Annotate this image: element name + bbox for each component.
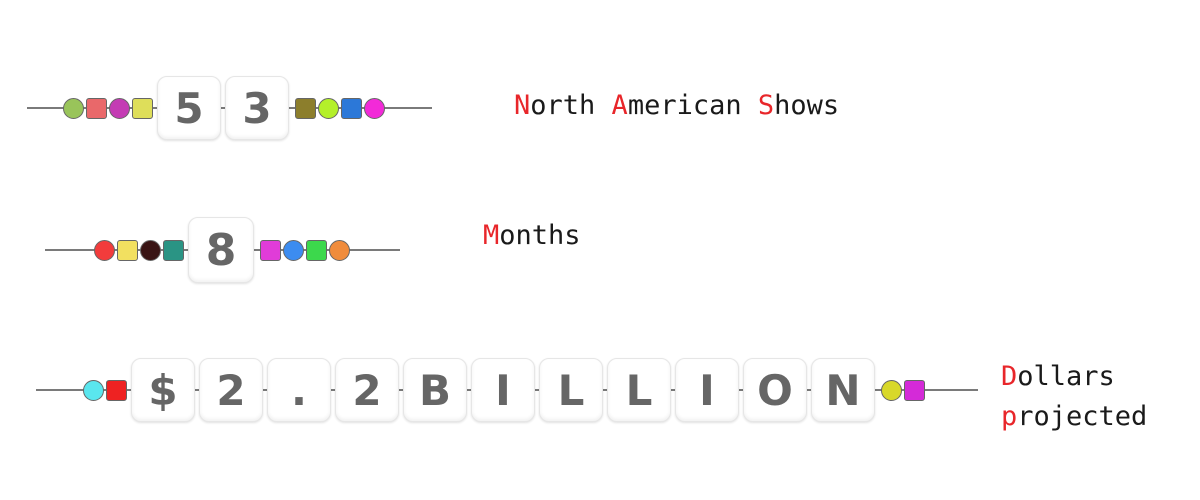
- right-bead-circle: [318, 97, 339, 119]
- label-text: orth: [530, 90, 612, 121]
- right-bead-circle: [364, 97, 385, 119]
- label-initial: M: [483, 220, 500, 251]
- label-initial: N: [514, 90, 531, 121]
- letter-tile: 5: [157, 76, 221, 140]
- row-label: North American Shows: [514, 92, 839, 119]
- bead-row-shows: 5 3 North American Shows: [0, 0, 1200, 140]
- label-line: Dollars: [1001, 357, 1147, 397]
- letter-tile: 8: [188, 217, 254, 283]
- label-line: Months: [483, 222, 581, 249]
- left-bead-square: [132, 97, 153, 119]
- letter-tile: O: [743, 358, 807, 422]
- bead-row-dollars: $2. 2 B I L L I O N Dollars projected: [0, 0, 1200, 432]
- label-line: projected: [1001, 397, 1147, 437]
- label-initial: A: [611, 90, 628, 121]
- row-label: Dollars projected: [1001, 357, 1147, 437]
- label-initial: S: [757, 90, 775, 121]
- left-bead-square: [117, 239, 138, 261]
- left-bead-square: [86, 97, 107, 119]
- label-text: onths: [499, 220, 581, 251]
- letter-tile: I: [471, 358, 535, 422]
- right-bead-circle: [283, 239, 304, 261]
- letter-tile: 2: [335, 358, 399, 422]
- left-bead-circle: [63, 97, 84, 119]
- right-bead-square: [260, 239, 281, 261]
- left-bead-circle: [140, 239, 161, 261]
- label-text: merican: [627, 90, 758, 121]
- letter-tile: B: [403, 358, 467, 422]
- left-bead-circle: [94, 239, 115, 261]
- letter-tile: $: [131, 358, 195, 422]
- letter-tile: L: [539, 358, 603, 422]
- left-bead-square: [163, 239, 184, 261]
- letter-tile: I: [675, 358, 739, 422]
- right-bead-square: [341, 97, 362, 119]
- left-bead-circle: [83, 379, 104, 401]
- label-initial: D: [1001, 361, 1018, 392]
- left-bead-square: [106, 379, 127, 401]
- right-bead-circle: [329, 239, 350, 261]
- row-label: Months: [483, 222, 581, 249]
- letter-tile: 3: [225, 76, 289, 140]
- label-initial: p: [1001, 401, 1018, 432]
- letter-tile: N: [811, 358, 875, 422]
- label-line: North American Shows: [514, 92, 839, 119]
- left-bead-circle: [109, 97, 130, 119]
- label-text: rojected: [1017, 401, 1148, 432]
- letter-tile: L: [607, 358, 671, 422]
- right-bead-square: [306, 239, 327, 261]
- label-text: hows: [774, 90, 840, 121]
- label-text: ollars: [1017, 361, 1115, 392]
- right-bead-square: [295, 97, 316, 119]
- letter-tile: 2: [199, 358, 263, 422]
- right-bead-circle: [881, 379, 902, 401]
- bead-row-months: 8 Months: [0, 0, 1200, 283]
- letter-tile: .: [267, 358, 331, 422]
- right-bead-square: [904, 379, 925, 401]
